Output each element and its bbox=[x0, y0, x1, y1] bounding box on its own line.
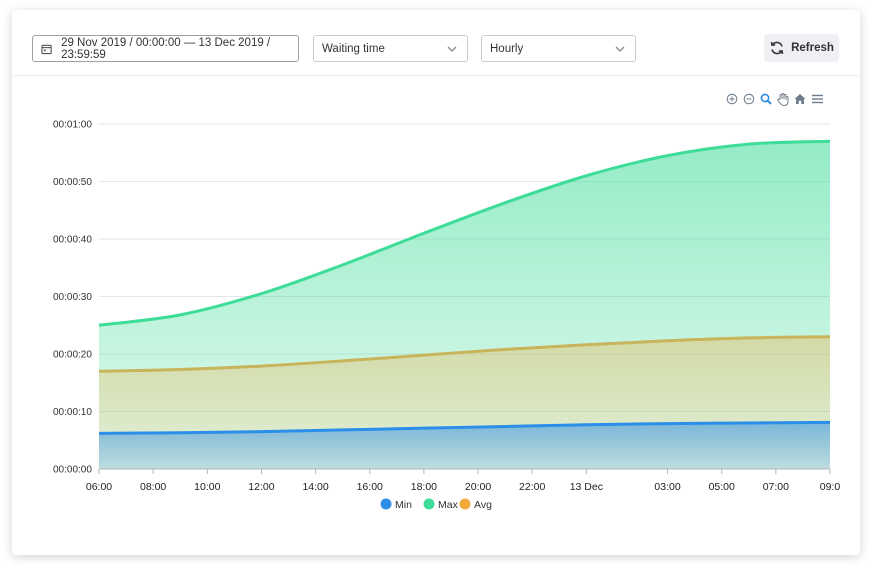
metric-select-value: Waiting time bbox=[322, 42, 385, 55]
legend-label: Min bbox=[395, 499, 412, 511]
legend-label: Avg bbox=[474, 499, 492, 511]
x-tick-label: 14:00 bbox=[302, 481, 328, 493]
refresh-button[interactable]: Refresh bbox=[764, 34, 839, 62]
pan-icon[interactable] bbox=[776, 92, 790, 106]
x-tick-label: 06:00 bbox=[86, 481, 112, 493]
menu-icon[interactable] bbox=[810, 92, 824, 106]
x-tick-label: 20:00 bbox=[465, 481, 491, 493]
chart-toolbar bbox=[725, 92, 824, 106]
interval-select[interactable]: Hourly bbox=[481, 35, 636, 62]
x-tick-label: 22:00 bbox=[519, 481, 545, 493]
series-line-min bbox=[98, 420, 831, 435]
x-tick-label: 13 Dec bbox=[570, 481, 603, 493]
x-tick-label: 16:00 bbox=[357, 481, 383, 493]
calendar-icon bbox=[41, 44, 52, 54]
refresh-label: Refresh bbox=[791, 42, 834, 54]
x-tick-label: 12:00 bbox=[248, 481, 274, 493]
legend-marker bbox=[423, 498, 435, 510]
date-range-text: 29 Nov 2019 / 00:00:00 — 13 Dec 2019 / 2… bbox=[61, 36, 271, 61]
legend-label: Max bbox=[438, 499, 459, 511]
x-tick-label: 07:00 bbox=[763, 481, 789, 493]
x-tick-label: 08:00 bbox=[140, 481, 166, 493]
x-tick-label: 18:00 bbox=[411, 481, 437, 493]
legend-marker bbox=[380, 498, 392, 510]
y-tick-label: 00:01:00 bbox=[53, 120, 92, 131]
metric-select[interactable]: Waiting time bbox=[313, 35, 468, 62]
series-line-avg bbox=[98, 335, 831, 373]
legend-marker bbox=[459, 498, 471, 510]
y-tick-label: 00:00:40 bbox=[53, 235, 92, 246]
zoom-out-icon[interactable] bbox=[742, 92, 756, 106]
zoom-in-icon[interactable] bbox=[725, 92, 739, 106]
x-tick-label: 10:00 bbox=[194, 481, 220, 493]
chevron-down-icon bbox=[447, 46, 457, 52]
y-tick-label: 00:00:10 bbox=[53, 407, 92, 418]
legend-item-avg[interactable]: Avg bbox=[459, 498, 493, 512]
selection-zoom-icon[interactable] bbox=[759, 92, 773, 106]
y-tick-label: 00:00:20 bbox=[53, 350, 92, 361]
legend-item-min[interactable]: Min bbox=[380, 498, 413, 512]
waiting-time-chart: 00:00:00 00:00:10 00:00:20 00:00:30 00:00:40… bbox=[53, 120, 841, 512]
series-line-max bbox=[98, 139, 831, 327]
date-range-picker[interactable]: 29 Nov 2019 / 00:00:00 — 13 Dec 2019 / 2… bbox=[32, 35, 299, 62]
x-tick-label: 09:0 bbox=[820, 481, 841, 493]
x-tick-label: 05:00 bbox=[709, 481, 735, 493]
y-tick-label: 00:00:00 bbox=[53, 465, 92, 476]
y-tick-label: 00:00:30 bbox=[53, 292, 92, 303]
refresh-icon bbox=[770, 41, 784, 55]
reset-home-icon[interactable] bbox=[793, 92, 807, 106]
series-area-min bbox=[99, 422, 830, 469]
filter-toolbar: 29 Nov 2019 / 00:00:00 — 13 Dec 2019 / 2… bbox=[12, 10, 860, 76]
x-tick-label: 03:00 bbox=[654, 481, 680, 493]
legend-item-max[interactable]: Max bbox=[423, 498, 459, 512]
chevron-down-icon bbox=[615, 46, 625, 52]
chart-card: 29 Nov 2019 / 00:00:00 — 13 Dec 2019 / 2… bbox=[12, 10, 860, 555]
y-tick-label: 00:00:50 bbox=[53, 177, 92, 188]
interval-select-value: Hourly bbox=[490, 42, 524, 55]
